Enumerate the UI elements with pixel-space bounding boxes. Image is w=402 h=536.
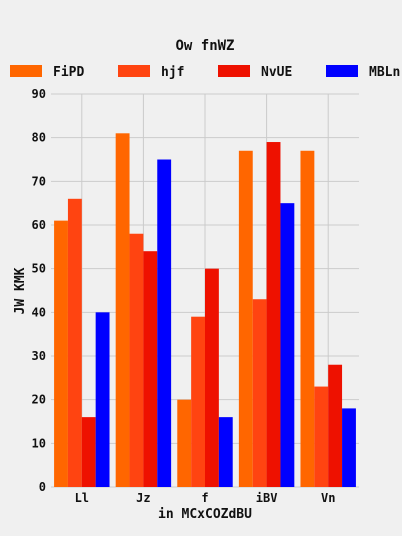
bar — [129, 233, 144, 487]
x-tick-label: f — [201, 491, 208, 505]
x-axis-ticks: Ll Jz f iBV Vn — [75, 491, 336, 505]
y-axis-label: JW KMK — [13, 267, 28, 314]
legend: FiPD hjf NvUE MBLn — [10, 65, 400, 80]
bar — [238, 150, 253, 487]
bar — [115, 133, 130, 488]
legend-swatch — [10, 65, 42, 77]
y-tick-label: 20 — [32, 393, 46, 407]
y-tick-label: 60 — [32, 218, 46, 232]
legend-label: MBLn — [369, 65, 400, 80]
bar — [300, 150, 315, 487]
legend-label: NvUE — [261, 65, 292, 80]
bar — [157, 159, 172, 487]
x-tick-label: Jz — [136, 491, 150, 505]
bar — [314, 386, 329, 487]
y-tick-label: 10 — [32, 436, 46, 450]
y-axis-ticks: 0 10 20 30 40 50 60 70 80 90 — [32, 87, 46, 494]
legend-label: FiPD — [53, 65, 84, 80]
bar — [266, 142, 281, 488]
bar — [205, 268, 219, 487]
y-tick-label: 0 — [39, 480, 46, 494]
x-axis-label: in MCxCOZdBU — [158, 507, 252, 522]
bar — [95, 312, 110, 487]
bar — [143, 251, 158, 487]
y-tick-label: 70 — [32, 174, 46, 188]
legend-swatch — [218, 65, 250, 77]
bar — [342, 408, 356, 487]
bar — [328, 364, 343, 487]
bar — [252, 299, 267, 487]
y-tick-label: 30 — [32, 349, 46, 363]
y-tick-label: 50 — [32, 262, 46, 276]
legend-label: hjf — [161, 65, 184, 80]
bar — [67, 198, 82, 488]
chart-title: Ow fnWZ — [175, 38, 234, 54]
legend-swatch — [326, 65, 358, 77]
bar — [81, 417, 96, 487]
bar — [177, 399, 192, 487]
bar — [218, 417, 233, 487]
x-tick-label: Vn — [321, 491, 335, 505]
y-tick-label: 80 — [32, 131, 46, 145]
y-tick-label: 90 — [32, 87, 46, 101]
bars — [54, 133, 356, 488]
bar — [280, 203, 295, 487]
y-tick-label: 40 — [32, 305, 46, 319]
x-tick-label: Ll — [75, 491, 89, 505]
legend-swatch — [118, 65, 150, 77]
x-tick-label: iBV — [256, 491, 278, 505]
bar — [191, 316, 205, 487]
bar — [54, 220, 68, 487]
